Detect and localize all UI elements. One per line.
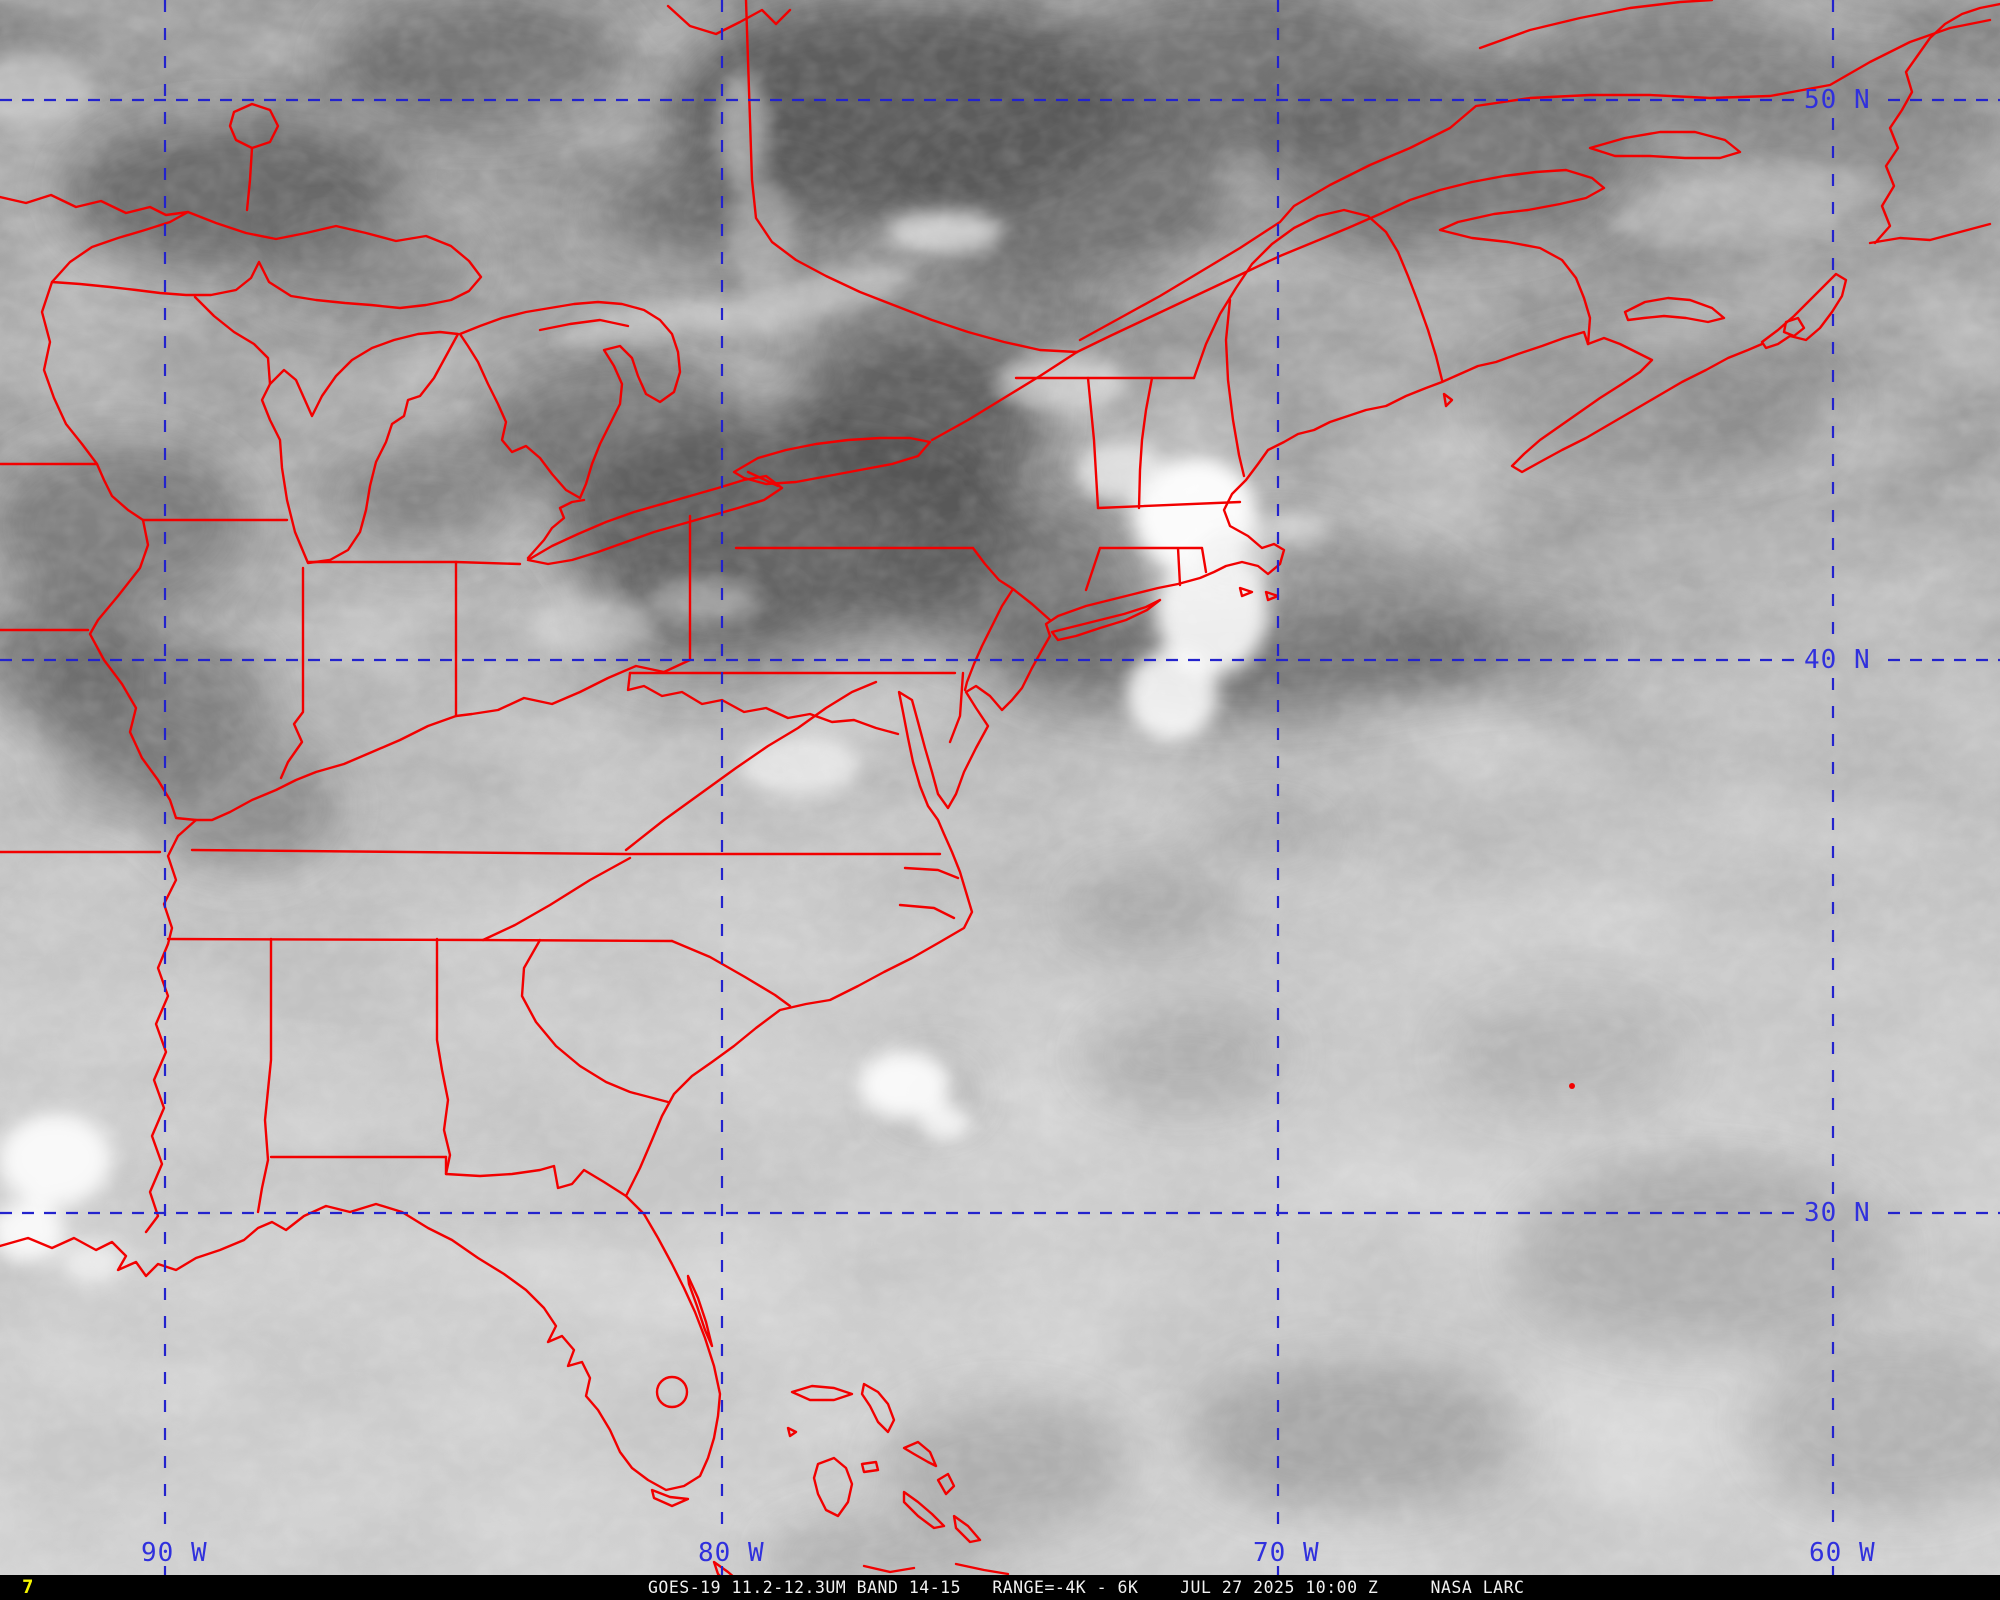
boundary-st-lawrence-south-shore-gaspe [1075, 168, 1606, 354]
longitude-gridlines [163, 0, 1835, 1575]
boundary-cuba-coast-bits [862, 1562, 1010, 1576]
boundary-exuma-chain [902, 1490, 946, 1530]
boundary-lake-nipigon [228, 102, 280, 212]
boundary-ga-fl [444, 1155, 628, 1198]
grid-label-lon-60w: 60 W [1809, 1538, 1876, 1568]
boundary-nova-scotia [1510, 336, 1764, 474]
boundary-ma-south-ct-ri [1084, 546, 1208, 592]
boundary-long-island-bahamas [952, 1514, 982, 1544]
boundary-vt-nh [1137, 376, 1154, 510]
grid-label-lat-50n: 50 N [1804, 85, 1871, 115]
boundary-ky-tn-va-nc [190, 848, 942, 856]
boundary-nc-sc [670, 939, 792, 1008]
boundary-il-in [279, 566, 305, 780]
boundary-florida-keys [650, 1488, 690, 1508]
boundary-bimini [786, 1426, 798, 1438]
boundary-al-ga [435, 937, 452, 1176]
boundary-cape-breton [1760, 272, 1848, 350]
boundary-islands-ma [1238, 586, 1280, 602]
boundary-nh-maine [1224, 298, 1246, 478]
boundary-abaco [860, 1382, 896, 1434]
boundary-maine-quebec [1192, 208, 1444, 382]
grid-label-lon-80w: 80 W [698, 1538, 765, 1568]
grid-label-lat-40n: 40 N [1804, 645, 1871, 675]
boundary-labrador-coast [1478, 0, 1714, 50]
boundary-lake-ontario [732, 436, 932, 486]
boundary-st-lawrence-river [930, 350, 1079, 442]
boundary-mason-dixon [628, 671, 965, 744]
boundary-st-lawrence-north-shore [1078, 18, 1992, 342]
boundary-anticosti-island [1588, 130, 1742, 160]
boundary-tn-nc [481, 856, 632, 942]
boundary-long-island [1050, 598, 1162, 642]
boundary-wi-mi-up [193, 295, 272, 386]
boundary-ga-sc-savannah [520, 938, 670, 1104]
boundary-lake-st-clair [526, 498, 586, 560]
boundary-potomac [626, 671, 900, 736]
boundary-bermuda [1569, 1083, 1575, 1089]
boundary-ontario-quebec-ottawa-river [744, 0, 1079, 354]
boundary-cat-island [936, 1472, 956, 1496]
boundary-andros [812, 1456, 854, 1518]
boundary-va-ky [624, 680, 878, 852]
boundary-ny-vt [1086, 376, 1100, 510]
boundary-james-bay-area [666, 4, 792, 36]
boundary-newfoundland [1868, 2, 2000, 245]
boundary-atlantic-gulf-coast [0, 330, 1590, 1492]
boundary-prince-edward-island [1623, 296, 1726, 324]
boundary-nc-sounds [898, 866, 960, 920]
boundary-ma-north [1096, 500, 1242, 510]
grid-label-lat-30n: 30 N [1804, 1198, 1871, 1228]
boundary-wi-west [40, 280, 145, 522]
caption-text: GOES-19 11.2-12.3UM BAND 14-15 RANGE=-4K… [648, 1578, 1525, 1597]
status-caption-bar: 7 GOES-19 11.2-12.3UM BAND 14-15 RANGE=-… [0, 1575, 2000, 1600]
boundary-ny-pa-delaware-river [734, 546, 1052, 692]
boundary-grand-bahama [790, 1384, 854, 1402]
boundary-al-ms [256, 937, 273, 1214]
boundary-lake-huron [458, 300, 682, 500]
grid-label-lon-90w: 90 W [141, 1538, 208, 1568]
boundary-new-providence [860, 1460, 880, 1474]
boundary-minnesota-border-lakes [0, 193, 190, 217]
boundary-cape-canaveral-barrier [686, 1274, 714, 1348]
boundary-grand-manan [1442, 392, 1454, 408]
boundary-eleuthera [902, 1440, 938, 1468]
boundary-35n-line [166, 937, 674, 943]
boundary-mi-south [306, 560, 522, 566]
boundary-lake-michigan [260, 330, 460, 565]
latitude-gridlines [0, 98, 2000, 1215]
boundary-ohio-river [194, 658, 692, 822]
boundary-lake-superior [50, 210, 483, 310]
status-indicator: 7 [22, 1576, 34, 1598]
grid-label-lon-70w: 70 W [1253, 1538, 1320, 1568]
boundary-lake-okeechobee [655, 1375, 689, 1409]
